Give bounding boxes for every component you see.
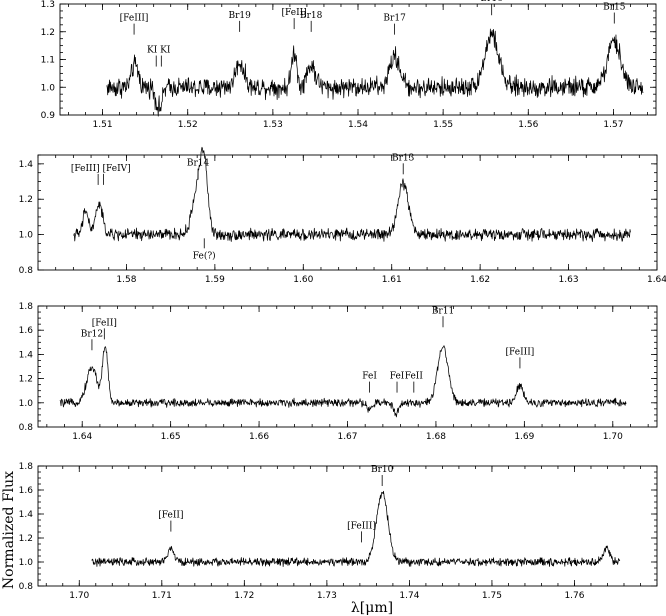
plot-frame (37, 305, 658, 428)
x-tick-label: 1.54 (348, 120, 368, 130)
line-label: [FeIII] (506, 347, 535, 357)
line-label: Br12 (81, 329, 103, 339)
line-label: [FeII] (282, 8, 307, 18)
y-tick-label: 1.0 (19, 558, 34, 568)
panel-3: 1.64 1.65 1.66 1.67 1.68 1.69 1.70 0.8 1.0 1.2 1.4… (19, 302, 658, 442)
y-tick-label: 1.0 (19, 399, 34, 409)
y-tick-label: 1.6 (19, 486, 34, 496)
y-tick-label: 0.8 (19, 582, 34, 592)
x-tick-label: 1.62 (470, 275, 490, 285)
y-tick-label: 1.3 (41, 0, 55, 10)
line-label: [FeIII] (120, 14, 149, 24)
x-tick-label: 1.59 (205, 275, 225, 285)
panel-4: 1.70 1.71 1.72 1.73 1.74 1.75 1.76 0.8 1.0 1.2 1.4… (19, 462, 658, 601)
line-label: [FeII] (92, 318, 117, 328)
y-tick-label: 1.4 (19, 350, 34, 360)
y-tick-label: 1.0 (19, 231, 34, 241)
line-label: Br11 (432, 306, 454, 316)
x-axis-label: λ[μm] (351, 600, 393, 616)
x-tick-label: 1.68 (426, 432, 446, 442)
x-tick-label: 1.66 (249, 432, 269, 442)
line-label: Br19 (228, 11, 251, 21)
x-tick-label: 1.64 (647, 275, 666, 285)
line-label: [FeIII] [FeIV] (71, 164, 131, 174)
line-label: Br13 (392, 153, 415, 163)
spectrum-line (59, 345, 627, 418)
y-tick-label: 1.6 (19, 326, 34, 336)
spectrum-line (106, 28, 644, 117)
x-tick-label: 1.55 (433, 120, 453, 130)
x-tick-label: 1.73 (317, 591, 337, 601)
x-tick-label: 1.51 (93, 120, 113, 130)
y-tick-label: 1.2 (19, 195, 33, 205)
y-tick-label: 1.1 (41, 56, 55, 66)
y-tick-label: 1.0 (41, 83, 56, 93)
line-label: KI KI (147, 46, 171, 56)
spectrum-line (91, 490, 621, 567)
x-tick-label: 1.74 (399, 591, 419, 601)
x-tick-label: 1.67 (337, 432, 357, 442)
y-tick-label: 1.2 (19, 534, 33, 544)
x-tick-label: 1.61 (382, 275, 402, 285)
line-label: Br17 (383, 14, 406, 24)
x-tick-label: 1.76 (564, 591, 584, 601)
y-tick-label: 1.4 (19, 510, 34, 520)
y-tick-label: 0.8 (19, 423, 34, 433)
y-axis-label: Normalized Flux (1, 471, 17, 589)
x-tick-label: 1.70 (69, 591, 89, 601)
line-label: Br14 (187, 159, 210, 169)
y-tick-label: 1.4 (19, 160, 34, 170)
line-label: FeII (405, 372, 424, 382)
y-tick-label: 1.2 (19, 375, 33, 385)
line-label: Fe(?) (193, 250, 216, 261)
x-tick-label: 1.52 (178, 120, 198, 130)
panels-group: 1.51 1.52 1.53 1.54 1.55 1.56 1.57 0.9 1.0 1.1 1.2… (19, 0, 666, 601)
plot-frame (37, 154, 658, 271)
x-tick-label: 1.72 (234, 591, 254, 601)
x-tick-label: 1.63 (559, 275, 579, 285)
x-tick-label: 1.65 (161, 432, 181, 442)
x-tick-label: 1.58 (116, 275, 136, 285)
x-tick-label: 1.56 (518, 120, 538, 130)
y-tick-label: 1.8 (19, 462, 34, 472)
line-label: Br18 (300, 11, 323, 21)
x-tick-label: 1.57 (603, 120, 623, 130)
x-tick-label: 1.53 (263, 120, 283, 130)
line-label: Br10 (371, 465, 394, 475)
y-tick-label: 1.8 (19, 302, 34, 312)
x-tick-label: 1.70 (603, 432, 623, 442)
spectrum-line (73, 146, 631, 242)
line-label: [FeII] (158, 511, 183, 521)
x-tick-label: 1.75 (482, 591, 502, 601)
x-tick-label: 1.69 (514, 432, 534, 442)
line-label: Br16 (480, 0, 503, 4)
y-tick-label: 1.2 (41, 28, 55, 38)
line-label: FeI (390, 372, 405, 382)
line-label: [FeIII] (347, 521, 376, 531)
line-label: FeI (362, 372, 377, 382)
x-tick-label: 1.71 (152, 591, 172, 601)
x-tick-label: 1.64 (72, 432, 92, 442)
y-tick-label: 0.9 (41, 111, 56, 121)
y-tick-label: 0.8 (19, 266, 34, 276)
panel-2: 1.58 1.59 1.60 1.61 1.62 1.63 1.64 0.8 1.0 1.2 1.4… (19, 146, 666, 285)
line-label: Br15 (603, 3, 626, 13)
x-tick-label: 1.60 (293, 275, 313, 285)
panel-1: 1.51 1.52 1.53 1.54 1.55 1.56 1.57 0.9 1.0 1.1 1.2… (41, 0, 657, 130)
